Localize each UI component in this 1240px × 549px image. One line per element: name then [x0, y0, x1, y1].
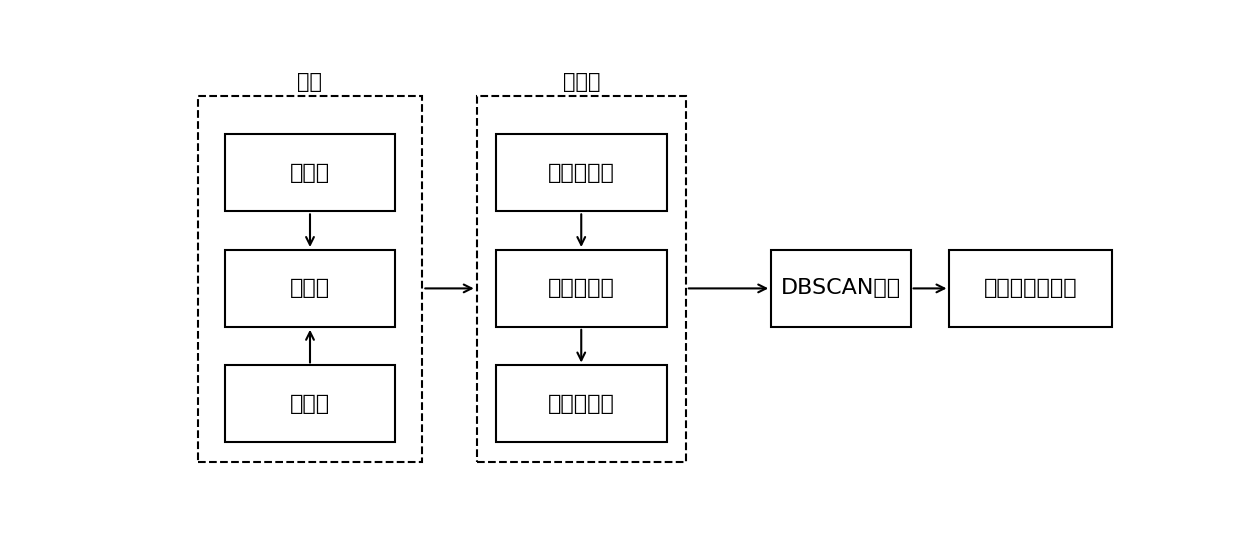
- Text: 输入: 输入: [298, 72, 322, 92]
- Text: 左视图: 左视图: [290, 163, 330, 183]
- Bar: [496, 250, 667, 327]
- Text: 形态学膨胀: 形态学膨胀: [548, 163, 615, 183]
- Bar: [496, 366, 667, 442]
- Bar: [224, 135, 396, 211]
- Text: DBSCAN聚类: DBSCAN聚类: [781, 278, 901, 299]
- Bar: [224, 366, 396, 442]
- Bar: [224, 250, 396, 327]
- Text: 预处理: 预处理: [563, 72, 600, 92]
- Text: 视差值量化: 视差值量化: [548, 394, 615, 414]
- Bar: [476, 96, 686, 462]
- Bar: [950, 250, 1112, 327]
- Bar: [197, 96, 423, 462]
- Text: 右视图: 右视图: [290, 394, 330, 414]
- Text: 提取感兴趣区域: 提取感兴趣区域: [983, 278, 1078, 299]
- Bar: [771, 250, 910, 327]
- Text: 形态学腐蚀: 形态学腐蚀: [548, 278, 615, 299]
- Bar: [496, 135, 667, 211]
- Text: 视差图: 视差图: [290, 278, 330, 299]
